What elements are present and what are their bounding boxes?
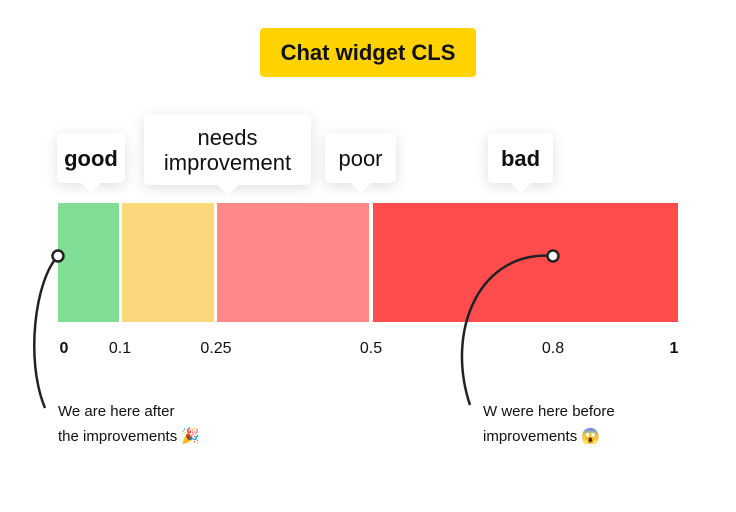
note-before-line1: W were here before bbox=[483, 403, 615, 420]
tick-label: 1 bbox=[669, 340, 679, 357]
note-after: We are here after the improvements 🎉 bbox=[58, 399, 200, 449]
tick-label: 0.5 bbox=[359, 340, 383, 357]
tick-label: 0.25 bbox=[200, 340, 232, 357]
connector-after bbox=[33, 255, 59, 409]
marker-after bbox=[51, 249, 65, 263]
tick-label: 0.8 bbox=[541, 340, 565, 357]
tick-label: 0.1 bbox=[108, 340, 132, 357]
label-good: good bbox=[57, 133, 125, 193]
connector-before bbox=[460, 254, 554, 406]
label-poor: poor bbox=[325, 133, 396, 193]
label-bad: bad bbox=[488, 133, 553, 193]
zone-poor bbox=[217, 203, 369, 322]
tick-label: 0 bbox=[59, 340, 69, 357]
note-before-line2: improvements 😱 bbox=[483, 428, 601, 445]
note-after-line1: We are here after bbox=[58, 403, 175, 420]
zone-bad bbox=[373, 203, 678, 322]
chart-title: Chat widget CLS bbox=[260, 28, 476, 77]
marker-before bbox=[546, 249, 560, 263]
zone-good bbox=[58, 203, 119, 322]
note-before: W were here before improvements 😱 bbox=[483, 399, 615, 449]
note-after-line2: the improvements 🎉 bbox=[58, 428, 201, 445]
zone-needs-improvement bbox=[122, 203, 214, 322]
label-needs-improvement: needs improvement bbox=[144, 114, 311, 195]
